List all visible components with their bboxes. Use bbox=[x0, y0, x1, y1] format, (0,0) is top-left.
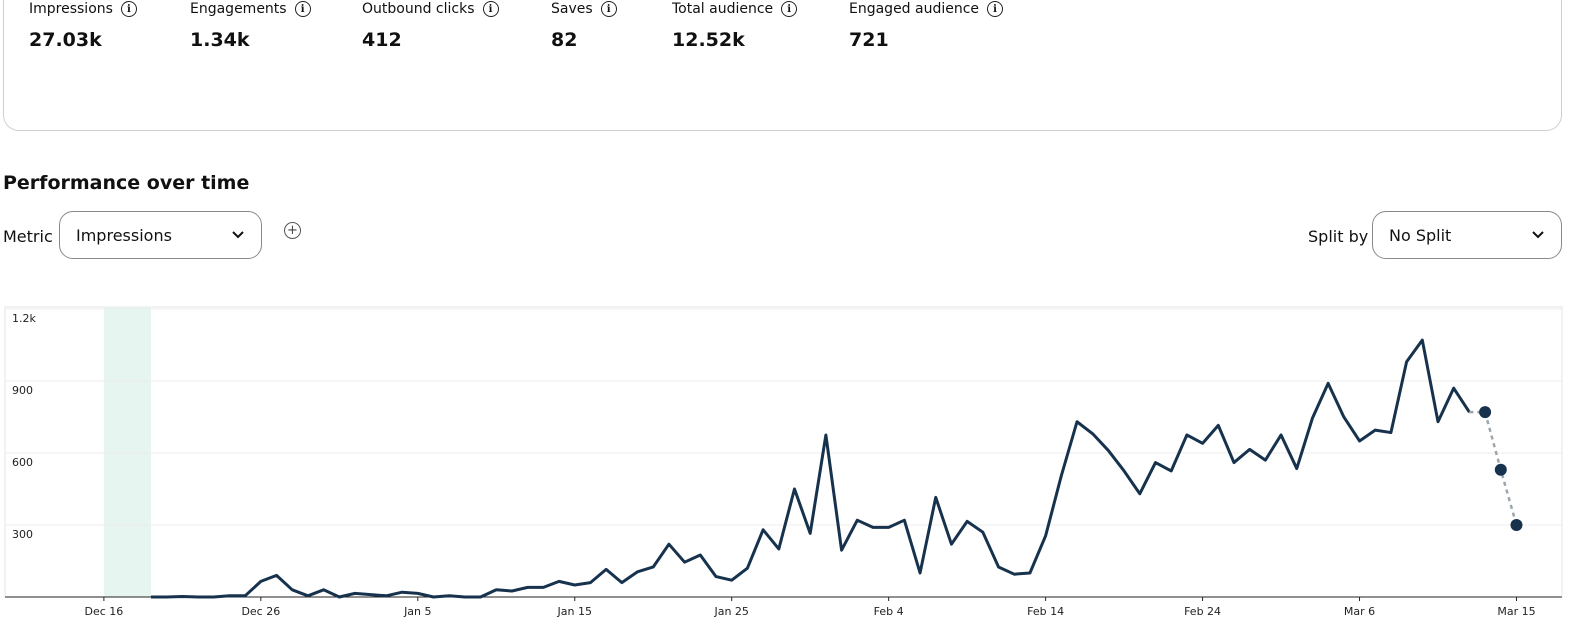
metric: Engagements i 1.34k bbox=[190, 1, 311, 51]
metric: Engaged audience i 721 bbox=[849, 1, 1004, 51]
data-point bbox=[1510, 518, 1523, 531]
series-line bbox=[150, 338, 1471, 599]
chevron bbox=[232, 231, 244, 239]
dropdown-value: Impressions bbox=[76, 225, 172, 245]
metric-label: Saves bbox=[551, 1, 593, 17]
y-tick-label: 600 bbox=[12, 456, 33, 469]
split-label: Split by bbox=[1308, 227, 1369, 246]
metrics-card: Impressions i 27.03k Engagements i 1.34k Out… bbox=[3, 0, 1562, 131]
info-icon[interactable]: i bbox=[600, 1, 617, 17]
metric-label: Impressions bbox=[29, 1, 113, 17]
metric-value: 12.52k bbox=[672, 29, 745, 51]
data-point bbox=[1494, 463, 1507, 476]
metric: Total audience i 12.52k bbox=[672, 1, 798, 51]
plot-frame bbox=[4, 306, 1563, 598]
series-line bbox=[1469, 410, 1518, 526]
data-point bbox=[1479, 406, 1492, 419]
y-tick-label: 300 bbox=[12, 528, 33, 541]
metric-label: Engaged audience bbox=[849, 1, 980, 17]
x-tick-label: Jan 15 bbox=[557, 605, 592, 618]
metric-label: Total audience bbox=[672, 1, 774, 17]
x-tick-label: Feb 4 bbox=[874, 605, 904, 618]
y-tick-label: 900 bbox=[12, 384, 33, 397]
metric: Saves i 82 bbox=[551, 1, 617, 51]
x-tick-label: Jan 25 bbox=[713, 605, 748, 618]
split-dropdown[interactable]: No Split bbox=[1372, 211, 1562, 259]
metric-label: Engagements bbox=[190, 1, 287, 17]
metric-value: 27.03k bbox=[29, 29, 102, 51]
x-tick-label: Feb 24 bbox=[1184, 605, 1221, 618]
x-tick-label: Jan 5 bbox=[403, 605, 431, 618]
metric-value: 412 bbox=[362, 29, 402, 51]
info-icon[interactable]: i bbox=[294, 1, 311, 17]
metric-label: Outbound clicks bbox=[362, 1, 475, 17]
highlight-band bbox=[103, 307, 151, 597]
info-icon[interactable]: i bbox=[482, 1, 499, 17]
metric: Impressions i 27.03k bbox=[29, 1, 137, 51]
metric-value: 721 bbox=[849, 29, 889, 51]
info-icon[interactable]: i bbox=[781, 1, 798, 17]
metric-value: 1.34k bbox=[190, 29, 250, 51]
y-tick-label: 1.2k bbox=[12, 312, 36, 325]
x-tick-label: Feb 14 bbox=[1027, 605, 1064, 618]
metric-value: 82 bbox=[551, 29, 578, 51]
add-metric-button[interactable]: + bbox=[284, 222, 301, 239]
info-icon[interactable]: i bbox=[987, 1, 1004, 17]
x-tick-label: Mar 15 bbox=[1497, 605, 1535, 618]
chart: 300 600 900 1.2k Dec 16 Dec 26 Jan 5 Jan 15 Jan … bbox=[4, 306, 1563, 618]
metric-dropdown[interactable]: Impressions bbox=[59, 211, 262, 259]
info-icon[interactable]: i bbox=[120, 1, 137, 17]
chevron bbox=[1532, 231, 1544, 239]
dropdown-value: No Split bbox=[1389, 225, 1452, 245]
x-tick-label: Dec 26 bbox=[241, 605, 280, 618]
metric: Outbound clicks i 412 bbox=[362, 1, 499, 51]
section-title: Performance over time bbox=[3, 172, 250, 194]
metric-label: Metric bbox=[3, 227, 53, 246]
x-tick-label: Mar 6 bbox=[1344, 605, 1375, 618]
x-tick-label: Dec 16 bbox=[84, 605, 123, 618]
